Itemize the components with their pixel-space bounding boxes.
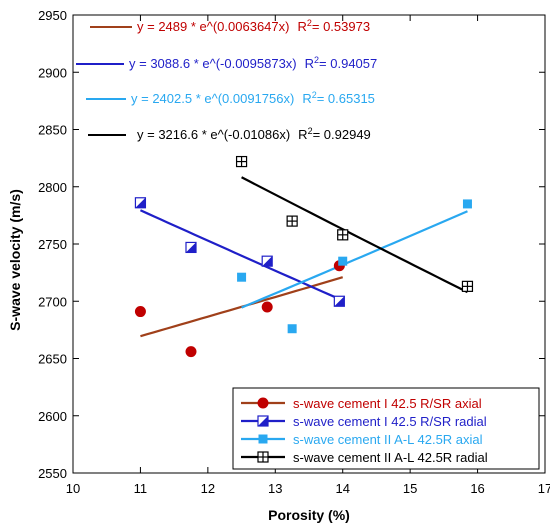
legend-marker [258, 434, 268, 444]
equation-r-superscript: 2 [314, 55, 319, 65]
legend-item-2: s-wave cement I 42.5 R/SR radial [241, 414, 487, 429]
equation-r-superscript: 2 [308, 126, 313, 136]
fit-line-series-4 [241, 176, 468, 294]
y-tick-label: 2550 [38, 466, 67, 481]
equation-text: y = 3216.6 * e^(-0.01086x) R2= 0.92949 [137, 126, 371, 142]
marker-series-2 [261, 255, 273, 267]
x-tick-label: 10 [66, 481, 80, 496]
marker-series-3 [237, 272, 247, 282]
y-tick-label: 2650 [38, 352, 67, 367]
legend-label: s-wave cement I 42.5 R/SR radial [293, 414, 487, 429]
fit-line-series-2 [139, 209, 344, 302]
axis-ticks: 10 11 12 13 14 15 16 17 2550 2600 2650 2700 2750 2800… [38, 8, 550, 496]
x-tick-label: 13 [268, 481, 282, 496]
marker-series-1 [261, 301, 273, 313]
equation-r2-value: = 0.53973 [312, 19, 370, 34]
equation-text: y = 3088.6 * e^(-0.0095873x) R2= 0.94057 [129, 55, 377, 71]
marker-series-3 [462, 199, 472, 209]
marker-series-2 [185, 241, 197, 254]
equation-formula: y = 3088.6 * e^(-0.0095873x) [129, 56, 297, 71]
x-tick-label: 11 [134, 481, 148, 496]
equation-formula: y = 2402.5 * e^(0.0091756x) [131, 91, 294, 106]
marker-series-3 [287, 324, 297, 334]
x-axis-title: Porosity (%) [268, 507, 350, 523]
y-tick-label: 2900 [38, 65, 67, 80]
equation-r2-value: = 0.94057 [319, 56, 377, 71]
marker-series-2 [134, 197, 147, 209]
marker-series-4 [286, 215, 298, 227]
legend-box [232, 387, 540, 470]
legend-item-4: s-wave cement II A-L 42.5R radial [241, 450, 488, 465]
equation-text: y = 2402.5 * e^(0.0091756x) R2= 0.65315 [131, 90, 375, 106]
equation-r-superscript: 2 [307, 18, 312, 28]
equation-formula: y = 3216.6 * e^(-0.01086x) [137, 127, 290, 142]
marker-series-2 [333, 295, 345, 307]
equation-r-label: R [302, 91, 311, 106]
marker-series-4 [461, 280, 474, 292]
legend: s-wave cement I 42.5 R/SR axial s-wave ce… [232, 387, 540, 470]
y-tick-label: 2800 [38, 180, 67, 195]
legend-marker [257, 451, 269, 463]
x-tick-label: 16 [470, 481, 484, 496]
y-tick-label: 2850 [38, 123, 67, 138]
y-tick-label: 2600 [38, 409, 67, 424]
equation-formula: y = 2489 * e^(0.0063647x) [137, 19, 289, 34]
x-tick-label: 17 [538, 481, 550, 496]
x-tick-label: 15 [403, 481, 417, 496]
legend-label: s-wave cement II A-L 42.5R axial [293, 432, 483, 447]
marker-series-4 [235, 155, 248, 168]
equation-text: y = 2489 * e^(0.0063647x) R2= 0.53973 [137, 18, 370, 34]
legend-marker [257, 415, 269, 427]
marker-series-3 [338, 256, 348, 266]
marker-series-1 [185, 346, 197, 358]
data-markers [134, 155, 474, 358]
equation-r-label: R [305, 56, 314, 71]
marker-series-1 [134, 306, 146, 318]
legend-item-1: s-wave cement I 42.5 R/SR axial [241, 396, 482, 411]
x-tick-label: 12 [201, 481, 215, 496]
legend-item-3: s-wave cement II A-L 42.5R axial [241, 432, 483, 447]
y-tick-label: 2700 [38, 294, 67, 309]
fit-lines [139, 176, 468, 338]
y-tick-label: 2750 [38, 237, 67, 252]
y-tick-label: 2950 [38, 8, 67, 23]
legend-label: s-wave cement I 42.5 R/SR axial [293, 396, 482, 411]
fit-line-series-3 [241, 210, 468, 309]
marker-series-4 [337, 229, 349, 241]
legend-label: s-wave cement II A-L 42.5R radial [293, 450, 488, 465]
equation-r-label: R [298, 127, 307, 142]
y-axis-title: S-wave velocity (m/s) [7, 189, 23, 331]
legend-marker [257, 397, 269, 409]
x-tick-label: 14 [335, 481, 349, 496]
equation-r2-value: = 0.92949 [313, 127, 371, 142]
equation-r2-value: = 0.65315 [317, 91, 375, 106]
equation-r-label: R [297, 19, 306, 34]
equation-r-superscript: 2 [312, 90, 317, 100]
